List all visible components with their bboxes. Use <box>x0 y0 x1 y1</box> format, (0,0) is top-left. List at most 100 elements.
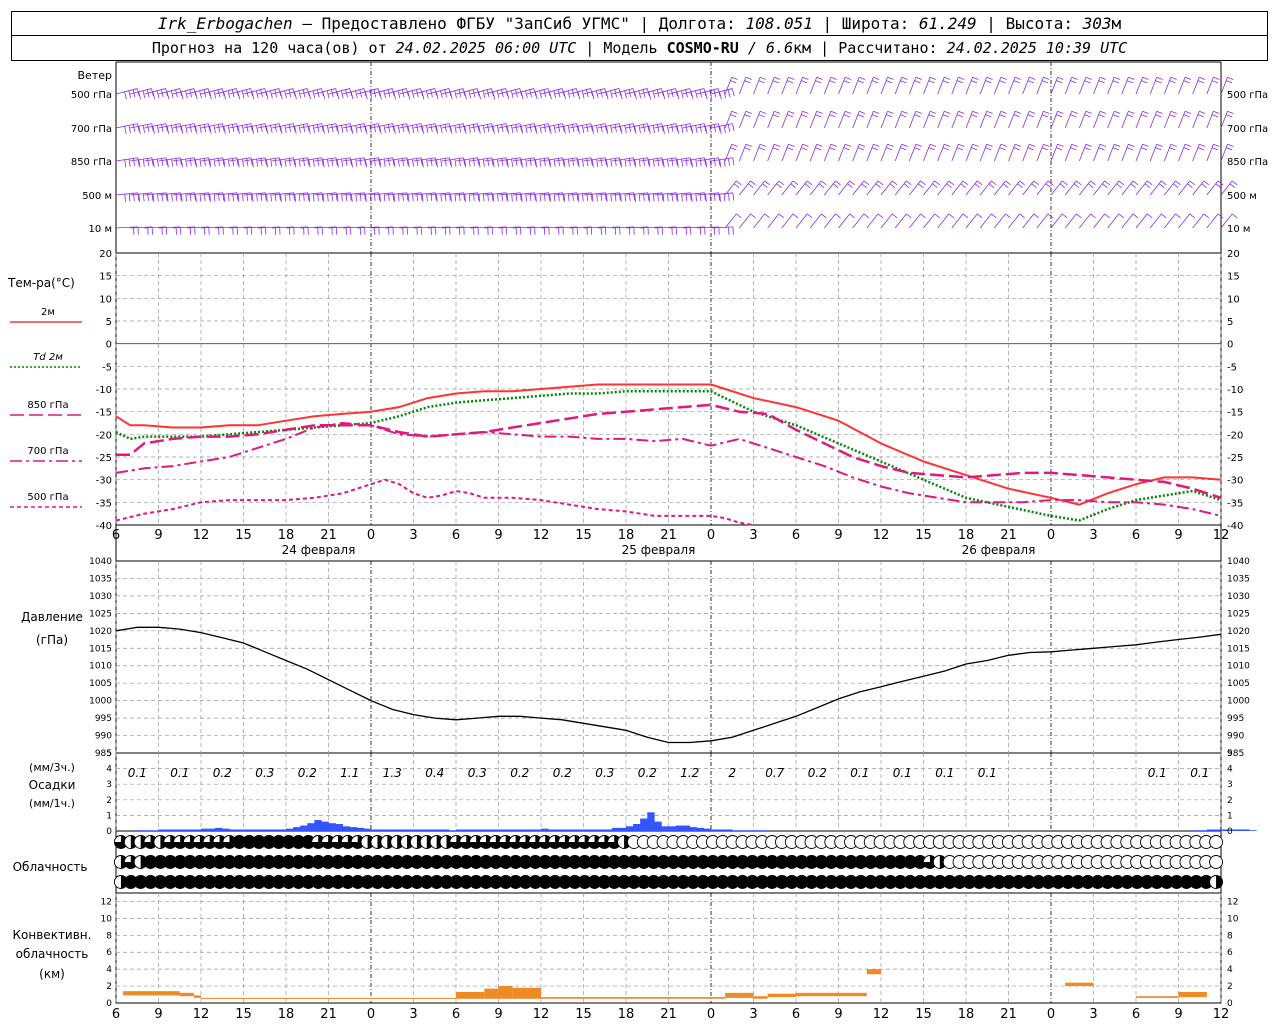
wind-barb-feather <box>929 76 937 80</box>
wind-barb-feather <box>863 213 870 219</box>
wind-barb-shaft <box>1008 111 1016 129</box>
wind-barb-feather <box>326 90 330 99</box>
wind-barb-feather <box>634 126 637 134</box>
wind-barb-shaft <box>569 226 592 229</box>
wind-barb-shaft <box>1192 77 1200 95</box>
cloud-symbol <box>1209 835 1224 849</box>
cloud-symbol-fill <box>272 855 286 869</box>
wind-barb-feather <box>986 143 993 147</box>
wind-barb-shaft <box>158 157 181 162</box>
wind-barb-feather <box>704 91 708 100</box>
wind-barb-shaft <box>229 88 251 95</box>
prec-3h-total: 0.7 <box>765 766 784 780</box>
wind-barb-feather <box>270 125 273 134</box>
wind-barb-feather <box>421 91 425 100</box>
wind-barb-shaft <box>979 111 988 129</box>
wind-barb-feather <box>915 76 922 80</box>
wind-barb-shaft <box>130 192 153 196</box>
wind-barb-feather <box>976 180 983 186</box>
wind-barb-shaft <box>200 226 223 229</box>
wind-barb-feather <box>563 91 566 100</box>
wind-barb-feather <box>871 80 879 84</box>
wind-barb-shaft <box>979 213 992 229</box>
wind-barb-feather <box>449 91 453 100</box>
wind-barb-feather <box>199 193 202 202</box>
hour-tick-label: 6 <box>452 1007 460 1022</box>
wind-barb-feather <box>1130 183 1136 188</box>
temp-series-line <box>116 403 1222 499</box>
wind-barb-shaft <box>753 180 766 196</box>
cloud-symbol-fill <box>124 875 138 889</box>
cloud-symbol-fill <box>262 855 276 869</box>
wind-barb-shaft <box>625 123 648 129</box>
wind-barb-feather <box>407 126 410 134</box>
wind-barb-feather <box>638 90 642 99</box>
wind-barb-feather <box>1155 147 1162 151</box>
cloud-symbol-fill <box>765 855 779 869</box>
wind-barb-feather <box>278 123 282 132</box>
wind-barb-shaft <box>229 123 251 129</box>
wind-barb-shaft <box>569 192 592 196</box>
wind-barb-feather <box>505 123 508 132</box>
prec-bar <box>172 829 181 831</box>
wind-barb-shaft <box>1022 180 1035 196</box>
wind-barb-feather <box>223 194 226 202</box>
pres-tick-label: 1035 <box>89 574 112 584</box>
wind-barb-feather <box>572 124 575 133</box>
wind-barb-feather <box>392 157 395 166</box>
wind-barb-shaft <box>597 88 620 95</box>
wind-barb-feather <box>958 76 965 80</box>
wind-barb-shaft <box>597 226 620 229</box>
wind-barb-feather <box>1183 80 1190 84</box>
wind-barb-feather <box>713 158 716 167</box>
pres-tick-label: 985 <box>95 749 112 759</box>
wind-barb-feather <box>723 125 726 134</box>
wind-barb-feather <box>582 193 584 202</box>
wind-barb-feather <box>458 158 461 167</box>
day-label: 26 февраля <box>962 543 1036 557</box>
wind-barb-feather <box>548 157 551 166</box>
conv-tick-label-right: 10 <box>1227 914 1239 924</box>
wind-barb-feather <box>543 158 546 167</box>
wind-barb-feather <box>962 213 969 219</box>
wind-barb-feather <box>929 143 937 147</box>
wind-barb-feather <box>563 126 566 134</box>
conv-cloud-bar <box>193 995 201 998</box>
wind-barb-feather <box>647 157 650 166</box>
wind-barb-feather <box>209 159 212 168</box>
hour-tick-label: 12 <box>533 528 550 543</box>
wind-barb-shaft <box>625 192 648 196</box>
wind-barb-shaft <box>852 213 865 229</box>
wind-barb-feather <box>450 159 453 168</box>
wind-barb-feather <box>600 124 603 133</box>
wind-barb-feather <box>294 159 297 168</box>
wind-barb-feather <box>1102 183 1108 188</box>
prec-bar <box>576 829 584 831</box>
wind-barb-feather <box>1014 76 1022 80</box>
wind-barb-feather <box>1076 180 1082 186</box>
cloud-symbol-fill <box>321 835 335 849</box>
wind-barb-shaft <box>200 192 223 196</box>
wind-barb-feather <box>1175 180 1181 186</box>
wind-barb-feather <box>843 80 850 84</box>
conv-cloud-bar <box>123 991 180 996</box>
conv-tick-label: 8 <box>106 931 112 941</box>
cloud-symbol-fill <box>716 875 730 889</box>
wind-barb-shaft <box>654 88 676 95</box>
wind-barb-shaft <box>654 192 677 196</box>
hour-tick-label: 6 <box>112 1007 120 1022</box>
wind-barb-feather <box>450 194 452 202</box>
wind-barb-shaft <box>455 88 478 95</box>
wind-barb-feather <box>435 91 439 100</box>
wind-barb-feather <box>1104 180 1110 186</box>
wind-barb-shaft <box>597 192 620 196</box>
wind-barb-feather <box>661 157 664 166</box>
wind-barb-shaft <box>611 123 634 129</box>
wind-barb-feather <box>165 157 168 166</box>
wind-barb-feather <box>610 193 612 202</box>
cloud-symbol-fill <box>627 875 641 889</box>
wind-barb-feather <box>251 194 254 202</box>
wind-barb-feather <box>161 124 164 133</box>
prec-bar <box>633 823 641 831</box>
wind-barb-feather <box>203 124 207 133</box>
